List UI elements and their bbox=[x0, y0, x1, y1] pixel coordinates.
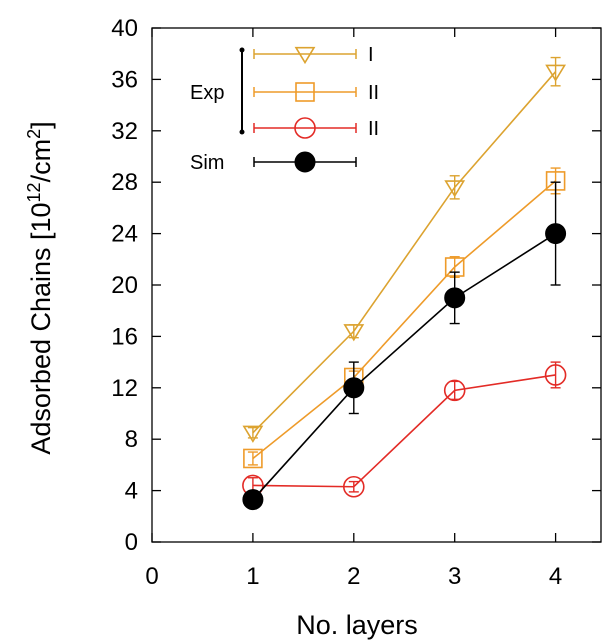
legend-entry-2: II bbox=[253, 82, 379, 104]
data-point bbox=[544, 364, 567, 386]
legend-marker bbox=[294, 151, 316, 173]
x-tick-label: 2 bbox=[347, 563, 360, 590]
legend-marker bbox=[294, 117, 316, 139]
x-tick-label: 3 bbox=[448, 563, 461, 590]
legend-label: I bbox=[368, 44, 374, 66]
y-tick-label: 0 bbox=[125, 529, 138, 556]
data-point bbox=[243, 448, 263, 469]
y-tick-label: 40 bbox=[111, 15, 138, 42]
data-point bbox=[242, 489, 264, 511]
data-point bbox=[343, 377, 365, 399]
series-2 bbox=[243, 167, 566, 469]
legend-marker bbox=[294, 46, 316, 65]
x-axis-label: No. layers bbox=[296, 610, 418, 640]
data-point bbox=[342, 475, 365, 498]
data-point bbox=[444, 180, 466, 198]
y-tick-label: 4 bbox=[125, 478, 138, 505]
series-line bbox=[252, 180, 557, 460]
y-tick-label: 28 bbox=[111, 169, 138, 196]
data-point bbox=[343, 324, 365, 342]
x-tick-label: 1 bbox=[246, 563, 259, 590]
series-layer bbox=[242, 56, 567, 511]
y-tick-label: 24 bbox=[111, 221, 138, 248]
legend-label: II bbox=[368, 82, 379, 104]
y-tick-label: 20 bbox=[111, 272, 138, 299]
y-axis-label: Adsorbed Chains [1012/cm2] bbox=[24, 121, 56, 454]
data-point bbox=[444, 287, 466, 309]
legend-group-exp: Exp bbox=[190, 82, 224, 104]
data-point bbox=[545, 64, 567, 82]
series-1 bbox=[242, 56, 567, 443]
legend-label: II bbox=[368, 118, 379, 140]
series-3 bbox=[242, 361, 567, 498]
legend-group-sim: Sim bbox=[190, 152, 224, 174]
series-line bbox=[252, 374, 556, 488]
series-line bbox=[252, 232, 557, 501]
y-tick-label: 32 bbox=[111, 118, 138, 145]
y-tick-label: 36 bbox=[111, 66, 138, 93]
y-tick-label: 16 bbox=[111, 323, 138, 350]
legend-entry-4 bbox=[253, 151, 357, 173]
legend-marker bbox=[295, 82, 315, 102]
legend-entry-3: II bbox=[253, 117, 379, 140]
x-tick-label: 4 bbox=[549, 563, 562, 590]
series-4 bbox=[242, 181, 567, 511]
legend-bracket-dot bbox=[239, 47, 245, 53]
legend-bracket-dot bbox=[239, 129, 245, 135]
y-tick-label: 12 bbox=[111, 375, 138, 402]
x-tick-label: 0 bbox=[145, 563, 158, 590]
data-point bbox=[545, 223, 567, 245]
series-line bbox=[252, 71, 557, 434]
data-point bbox=[443, 379, 466, 402]
data-point bbox=[242, 425, 264, 443]
y-tick-label: 8 bbox=[125, 426, 138, 453]
legend-entry-1: I bbox=[253, 44, 374, 66]
